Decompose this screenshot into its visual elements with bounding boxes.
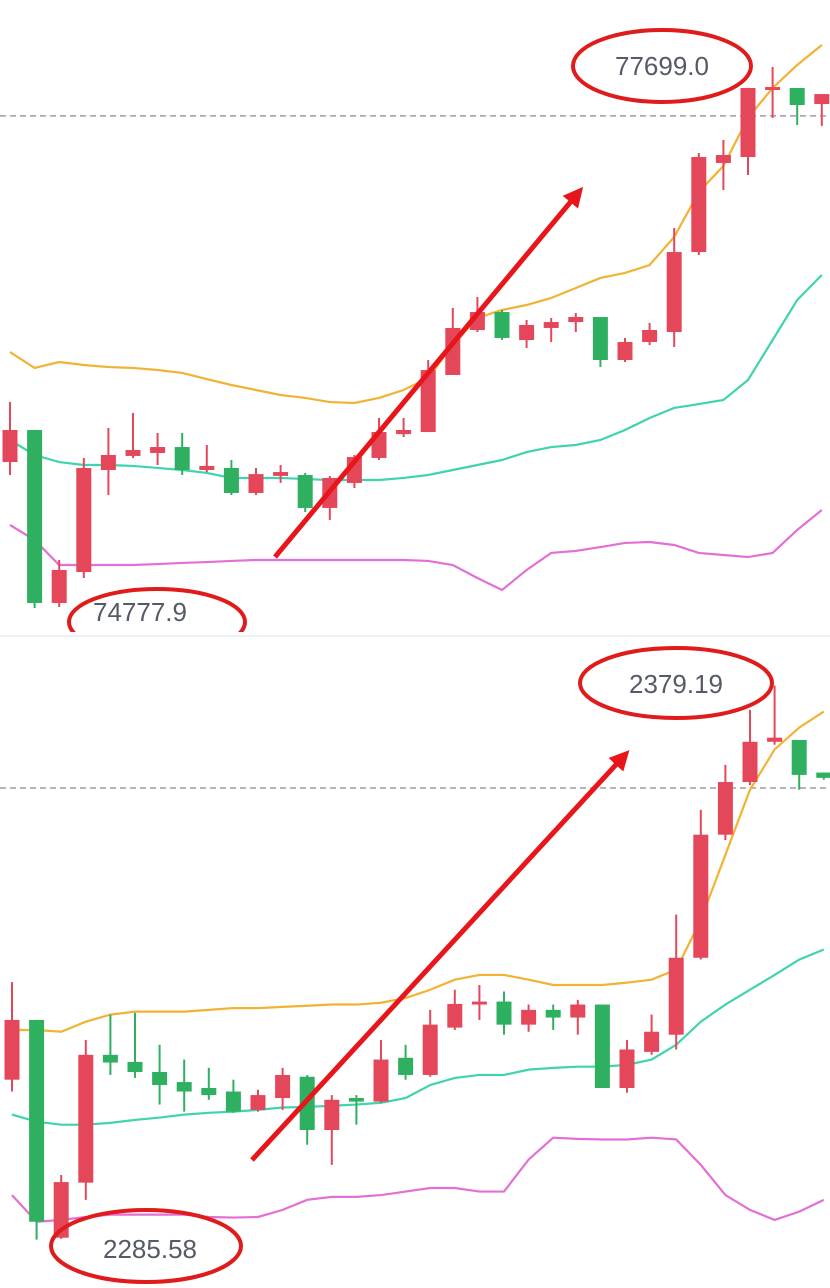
candle-body (297, 475, 313, 508)
candle-body (78, 1054, 94, 1183)
candle-body (619, 1049, 635, 1088)
candle-body (152, 1072, 168, 1086)
candle-body (789, 87, 805, 105)
candle-body (642, 330, 658, 343)
candle-body (150, 447, 166, 453)
candle-body (644, 1031, 660, 1052)
price-label: 74777.9 (93, 597, 187, 627)
candle-body (2, 430, 18, 463)
candle-body (447, 1003, 463, 1028)
highlight-ellipse (571, 28, 753, 104)
annotation-layer: 77699.0 74777.9 2379.19 2285.58 (49, 28, 774, 1284)
trend-arrow (250, 750, 630, 1162)
candle-body (543, 322, 559, 328)
candle-body (176, 1082, 192, 1092)
candle-body (717, 782, 733, 835)
candle-body (668, 957, 684, 1035)
indicator-line (11, 1136, 825, 1223)
candle-body (174, 447, 190, 470)
candle-body (29, 1019, 45, 1222)
candle-body (742, 741, 758, 783)
price-label: 2285.58 (103, 1234, 197, 1264)
candle-body (53, 1182, 69, 1238)
candle-body (570, 1004, 586, 1018)
highlight-ellipse (67, 587, 247, 632)
candle-body (816, 772, 830, 778)
trend-arrow (273, 186, 584, 559)
candle-body (496, 1001, 512, 1025)
candle-body (373, 1059, 389, 1102)
top-panel (0, 44, 830, 608)
candle-body (398, 1057, 414, 1075)
candle-body (568, 317, 584, 323)
candle-body (791, 740, 807, 775)
candle-body (348, 1098, 364, 1102)
candle-body (396, 430, 412, 435)
candle-body (420, 370, 436, 433)
candle-body (225, 1091, 241, 1112)
candle-body (691, 157, 707, 253)
candle-body (693, 834, 709, 958)
highlight-ellipse (49, 1208, 243, 1284)
bottom-panel (0, 685, 830, 1240)
candle-body (273, 472, 289, 476)
candle-body (250, 1095, 266, 1110)
candle-body (666, 252, 682, 333)
candle-body (545, 1009, 561, 1018)
candle-body (27, 430, 43, 603)
candle-body (521, 1009, 537, 1025)
candle-body (127, 1061, 143, 1072)
candle-body (765, 87, 781, 90)
candle-body (199, 465, 215, 470)
indicator-line (11, 948, 825, 1126)
candle-body (814, 94, 830, 105)
candle-body (100, 455, 116, 470)
candle-body (519, 325, 535, 340)
price-label: 77699.0 (615, 51, 709, 81)
candle-body (223, 467, 239, 493)
candle-body (740, 87, 756, 158)
candle-body (594, 1004, 610, 1088)
candle-body (248, 474, 264, 493)
indicator-line (9, 509, 823, 592)
candle-body (767, 737, 783, 742)
candle-body (494, 312, 510, 338)
candle-body (51, 570, 67, 603)
candle-body (125, 450, 141, 456)
candle-body (76, 467, 92, 573)
candle-body (715, 155, 731, 163)
candle-body (201, 1087, 217, 1096)
highlight-ellipse (578, 646, 774, 720)
price-label: 2379.19 (629, 669, 723, 699)
indicator-line (9, 274, 823, 482)
candle-body (324, 1099, 340, 1130)
indicator-line (12, 710, 825, 1033)
candle-body (4, 1019, 20, 1080)
candle-body (422, 1024, 438, 1075)
candle-body (275, 1074, 291, 1099)
candle-body (592, 317, 608, 360)
candle-body (617, 342, 633, 360)
candle-body (102, 1054, 118, 1063)
candle-body (471, 1001, 487, 1005)
